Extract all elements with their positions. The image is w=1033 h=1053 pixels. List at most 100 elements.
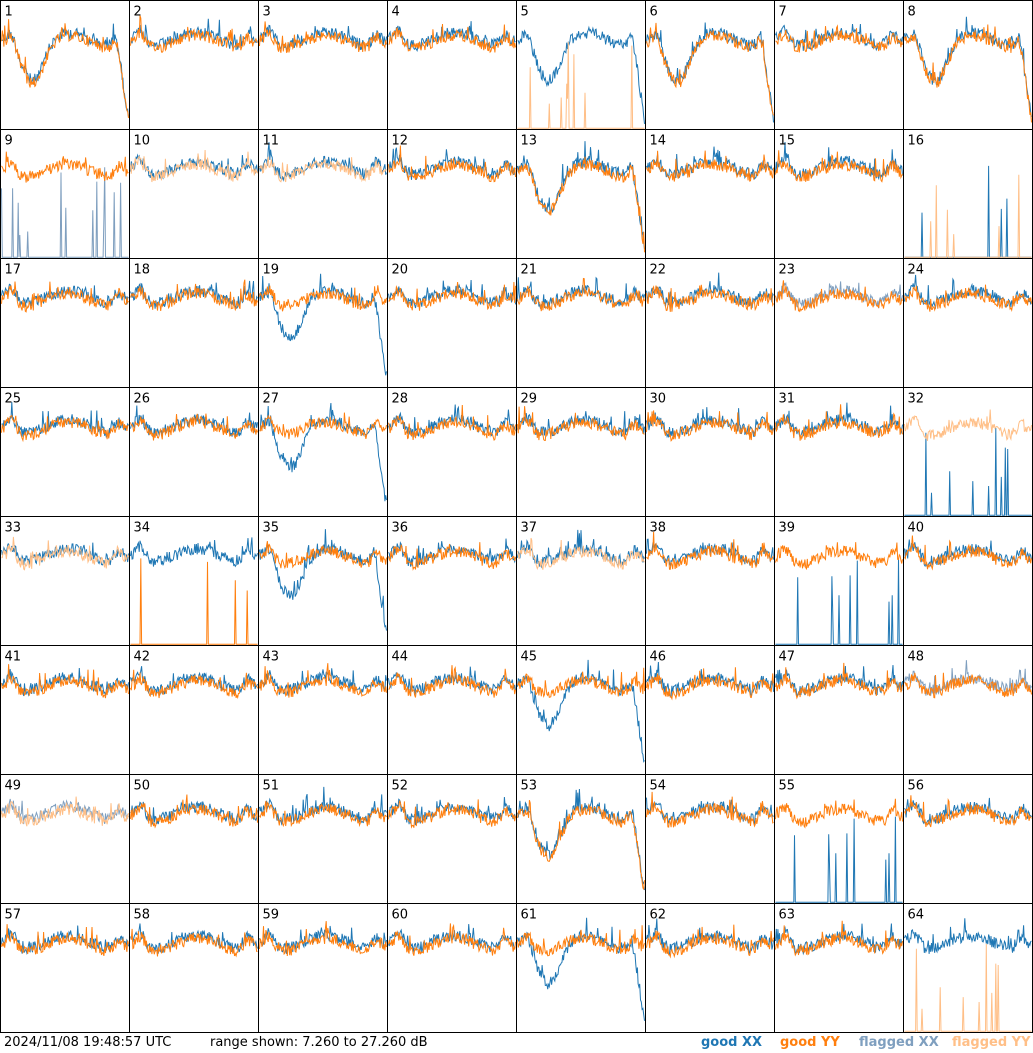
panel-frame: [0, 774, 130, 904]
panel-43: 43: [258, 645, 388, 775]
trace-yy-39: [775, 542, 903, 571]
trace-yy-19: [259, 285, 387, 312]
panel-frame: [387, 774, 517, 904]
panel-1: 1: [0, 0, 130, 130]
trace-xx-14: [646, 146, 774, 180]
panel-36: 36: [387, 516, 517, 646]
panel-frame: [516, 0, 646, 130]
panel-frame: [0, 903, 130, 1033]
panel-37: 37: [516, 516, 646, 646]
panel-frame: [774, 645, 904, 775]
panel-4: 4: [387, 0, 517, 130]
panel-label: 41: [5, 650, 22, 665]
trace-xx-4: [388, 21, 516, 53]
panel-label: 49: [5, 779, 22, 794]
panel-label: 38: [650, 521, 667, 536]
panel-frame: [774, 516, 904, 646]
panel-52: 52: [387, 774, 517, 904]
trace-yy-3: [259, 21, 387, 54]
panel-13: 13: [516, 129, 646, 259]
panel-frame: [387, 516, 517, 646]
panel-frame: [0, 387, 130, 517]
panel-label: 7: [779, 5, 787, 20]
panel-33: 33: [0, 516, 130, 646]
panel-frame: [129, 129, 259, 259]
legend-good-yy: good YY: [780, 1035, 840, 1050]
range-label: range shown: 7.260 to 27.260 dB: [210, 1035, 428, 1050]
panel-51: 51: [258, 774, 388, 904]
panel-frame: [903, 774, 1033, 904]
panel-label: 1: [5, 5, 13, 20]
panel-frame: [645, 774, 775, 904]
trace-xx-64: [904, 918, 1032, 954]
trace-yy-35: [259, 541, 387, 570]
trace-yy-38: [646, 531, 774, 570]
trace-yy-59: [259, 921, 387, 957]
panel-label: 42: [134, 650, 151, 665]
panel-label: 9: [5, 134, 13, 149]
panel-label: 43: [263, 650, 280, 665]
panel-38: 38: [645, 516, 775, 646]
trace-yy-9: [1, 151, 129, 183]
panel-12: 12: [387, 129, 517, 259]
trace-yy-58: [130, 928, 258, 958]
panel-label: 55: [779, 779, 796, 794]
trace-yy-37: [517, 537, 645, 571]
panel-frame: [903, 129, 1033, 259]
panel-28: 28: [387, 387, 517, 517]
panel-frame: [903, 258, 1033, 388]
panel-3: 3: [258, 0, 388, 130]
panel-14: 14: [645, 129, 775, 259]
trace-yy-57: [1, 924, 129, 957]
trace-yy-10: [130, 149, 258, 183]
trace-xx-44: [388, 666, 516, 696]
panel-59: 59: [258, 903, 388, 1033]
panel-label: 53: [521, 779, 538, 794]
panel-31: 31: [774, 387, 904, 517]
trace-yy-8: [904, 24, 1032, 123]
trace-yy-56: [904, 795, 1032, 828]
panel-47: 47: [774, 645, 904, 775]
panel-label: 24: [908, 263, 925, 278]
panel-label: 58: [134, 908, 151, 923]
panel-label: 20: [392, 263, 409, 278]
panel-frame: [645, 516, 775, 646]
panel-frame: [0, 645, 130, 775]
panel-label: 25: [5, 392, 22, 407]
panel-frame: [645, 258, 775, 388]
panel-label: 21: [521, 263, 538, 278]
panel-label: 4: [392, 5, 400, 20]
panel-frame: [258, 0, 388, 130]
panel-frame: [774, 0, 904, 130]
panel-frame: [129, 516, 259, 646]
panel-25: 25: [0, 387, 130, 517]
panel-frame: [774, 774, 904, 904]
panel-frame: [129, 0, 259, 130]
panel-frame: [516, 645, 646, 775]
trace-xx-21: [517, 276, 645, 309]
trace-xx-45: [517, 659, 645, 763]
panel-10: 10: [129, 129, 259, 259]
panel-58: 58: [129, 903, 259, 1033]
panel-label: 16: [908, 134, 925, 149]
panel-22: 22: [645, 258, 775, 388]
trace-yy-33: [1, 536, 129, 571]
panel-label: 33: [5, 521, 22, 536]
panel-frame: [258, 516, 388, 646]
panel-label: 54: [650, 779, 667, 794]
trace-yy-23: [775, 280, 903, 313]
panel-60: 60: [387, 903, 517, 1033]
panel-56: 56: [903, 774, 1033, 904]
trace-yy-42: [130, 669, 258, 700]
trace-yy-29: [517, 406, 645, 442]
panel-29: 29: [516, 387, 646, 517]
panel-frame: [258, 774, 388, 904]
trace-yy-4: [388, 23, 516, 54]
panel-23: 23: [774, 258, 904, 388]
panel-label: 64: [908, 908, 925, 923]
trace-yy-13: [517, 156, 645, 253]
panel-label: 34: [134, 521, 151, 536]
trace-xx-34: [130, 537, 258, 568]
panel-frame: [258, 258, 388, 388]
